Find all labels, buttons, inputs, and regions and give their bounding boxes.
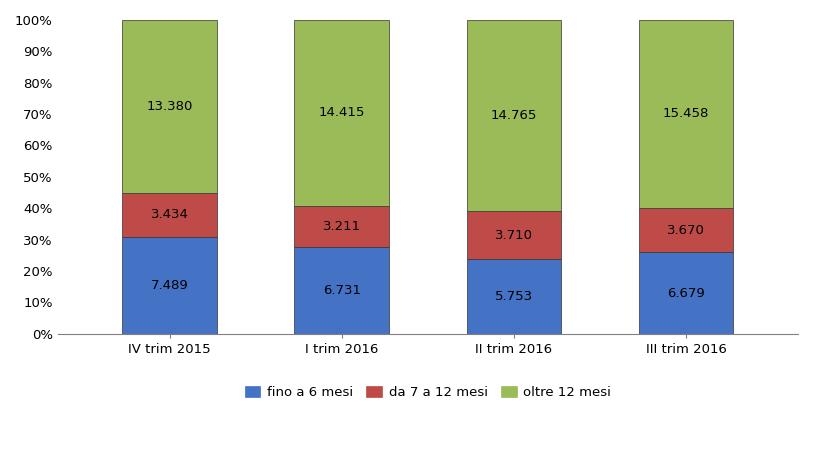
Bar xyxy=(467,20,561,211)
Bar xyxy=(122,193,217,237)
Text: 3.434: 3.434 xyxy=(150,208,189,221)
Text: 13.380: 13.380 xyxy=(146,100,193,113)
Bar xyxy=(639,252,733,334)
Bar xyxy=(122,20,217,193)
Text: 3.670: 3.670 xyxy=(667,224,705,237)
Bar xyxy=(639,20,733,208)
Bar xyxy=(467,259,561,334)
Bar xyxy=(639,208,733,252)
Text: 3.211: 3.211 xyxy=(323,220,361,233)
Bar xyxy=(122,237,217,334)
Text: 7.489: 7.489 xyxy=(150,279,189,292)
Bar xyxy=(294,206,389,247)
Bar xyxy=(467,211,561,259)
Text: 6.731: 6.731 xyxy=(323,284,361,297)
Text: 5.753: 5.753 xyxy=(495,290,533,303)
Text: 15.458: 15.458 xyxy=(663,108,709,121)
Text: 14.765: 14.765 xyxy=(491,109,537,122)
Text: 3.710: 3.710 xyxy=(495,229,533,242)
Text: 14.415: 14.415 xyxy=(319,106,365,119)
Legend: fino a 6 mesi, da 7 a 12 mesi, oltre 12 mesi: fino a 6 mesi, da 7 a 12 mesi, oltre 12 … xyxy=(239,381,616,405)
Bar xyxy=(294,247,389,334)
Text: 6.679: 6.679 xyxy=(667,286,705,299)
Bar xyxy=(294,20,389,206)
